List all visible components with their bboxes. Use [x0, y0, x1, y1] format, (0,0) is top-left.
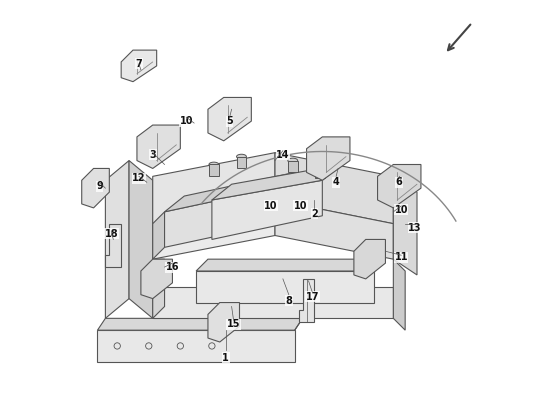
Text: 9: 9: [96, 181, 103, 191]
Text: 8: 8: [285, 296, 292, 306]
Polygon shape: [236, 157, 246, 168]
Polygon shape: [212, 164, 342, 200]
Text: 10: 10: [265, 201, 278, 211]
Polygon shape: [153, 259, 164, 318]
Polygon shape: [212, 180, 322, 240]
Text: 10: 10: [179, 116, 193, 126]
Ellipse shape: [288, 158, 298, 163]
Text: 13: 13: [408, 223, 422, 233]
Polygon shape: [377, 164, 421, 208]
Polygon shape: [97, 318, 302, 330]
Text: 5: 5: [226, 116, 233, 126]
Text: 3: 3: [150, 150, 156, 160]
Polygon shape: [121, 50, 157, 82]
Polygon shape: [196, 259, 386, 271]
Polygon shape: [106, 224, 121, 267]
Polygon shape: [208, 302, 239, 342]
Polygon shape: [106, 160, 129, 318]
Polygon shape: [141, 259, 173, 299]
Text: 12: 12: [132, 173, 146, 183]
Text: ces: ces: [268, 162, 377, 238]
Polygon shape: [137, 125, 180, 168]
Polygon shape: [316, 166, 325, 178]
Polygon shape: [153, 153, 275, 224]
Ellipse shape: [316, 164, 325, 169]
Text: 4: 4: [333, 177, 339, 187]
Polygon shape: [299, 279, 315, 322]
Polygon shape: [97, 330, 295, 362]
Text: 6: 6: [396, 177, 403, 187]
Text: 11: 11: [394, 252, 408, 262]
Polygon shape: [354, 240, 386, 279]
Text: 2: 2: [311, 209, 318, 219]
Text: 10: 10: [294, 201, 307, 211]
Text: 1: 1: [222, 353, 229, 363]
Polygon shape: [153, 212, 164, 259]
Polygon shape: [295, 318, 302, 330]
Polygon shape: [153, 200, 275, 259]
Polygon shape: [393, 259, 405, 330]
Text: a passion for supercars: a passion for supercars: [258, 212, 371, 251]
Polygon shape: [153, 287, 393, 318]
Polygon shape: [288, 160, 298, 172]
Text: 16: 16: [166, 262, 179, 272]
Polygon shape: [209, 164, 219, 176]
Polygon shape: [196, 271, 373, 302]
Ellipse shape: [209, 162, 219, 167]
Polygon shape: [275, 153, 393, 224]
Polygon shape: [164, 172, 295, 212]
Polygon shape: [129, 160, 153, 318]
Polygon shape: [208, 98, 251, 141]
Text: 18: 18: [104, 228, 118, 238]
Text: 10: 10: [394, 205, 408, 215]
Text: 15: 15: [227, 319, 240, 329]
Text: 14: 14: [276, 150, 290, 160]
Text: 7: 7: [135, 59, 142, 69]
Text: 17: 17: [306, 292, 319, 302]
Ellipse shape: [236, 154, 246, 159]
Polygon shape: [164, 188, 275, 247]
Polygon shape: [306, 137, 350, 180]
Polygon shape: [82, 168, 109, 208]
Polygon shape: [275, 200, 393, 259]
Polygon shape: [393, 176, 417, 275]
